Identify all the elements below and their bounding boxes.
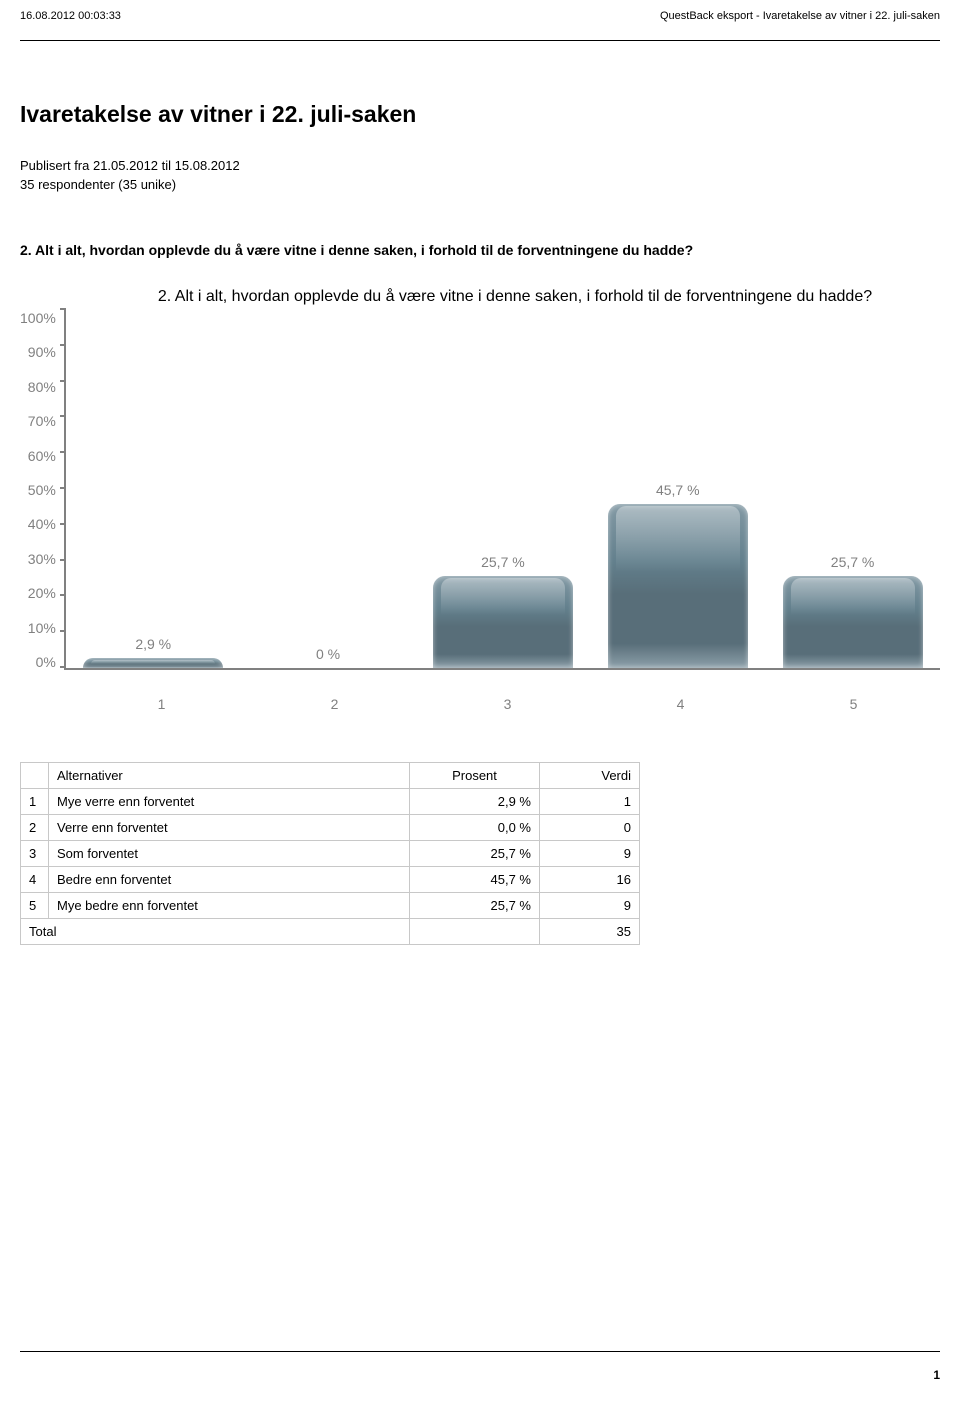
table-row: 3Som forventet25,7 %9 [21, 841, 640, 867]
y-tick-label: 0% [36, 654, 56, 670]
question-text: 2. Alt i alt, hvordan opplevde du å være… [20, 242, 940, 258]
chart-title: 2. Alt i alt, hvordan opplevde du å være… [20, 288, 940, 306]
col-header-prosent: Prosent [410, 763, 540, 789]
table-row: 2Verre enn forventet0,0 %0 [21, 815, 640, 841]
y-tick-label: 50% [28, 482, 56, 498]
table-header-row: Alternativer Prosent Verdi [21, 763, 640, 789]
table-row: 4Bedre enn forventet45,7 %16 [21, 867, 640, 893]
x-tick-label: 3 [421, 696, 594, 712]
bar [433, 576, 573, 668]
x-tick-label: 1 [75, 696, 248, 712]
y-tick [60, 308, 66, 310]
table-total-row: Total 35 [21, 919, 640, 945]
y-tick [60, 594, 66, 596]
table-row: 5Mye bedre enn forventet25,7 %9 [21, 893, 640, 919]
timestamp: 16.08.2012 00:03:33 [20, 10, 121, 22]
published-range: Publisert fra 21.05.2012 til 15.08.2012 [20, 158, 940, 173]
row-label: Som forventet [49, 841, 410, 867]
row-value: 16 [540, 867, 640, 893]
row-value: 9 [540, 893, 640, 919]
row-index: 5 [21, 893, 49, 919]
y-tick [60, 380, 66, 382]
row-value: 9 [540, 841, 640, 867]
x-axis: 12345 [75, 690, 940, 712]
bar-value-label: 25,7 % [481, 554, 525, 570]
y-tick-label: 60% [28, 448, 56, 464]
y-tick-label: 40% [28, 516, 56, 532]
y-tick [60, 559, 66, 561]
y-tick [60, 630, 66, 632]
row-label: Bedre enn forventet [49, 867, 410, 893]
bar [83, 658, 223, 668]
row-label: Mye bedre enn forventet [49, 893, 410, 919]
bar-chart: 2. Alt i alt, hvordan opplevde du å være… [20, 288, 940, 712]
x-tick-label: 4 [594, 696, 767, 712]
bar [608, 504, 748, 668]
export-label: QuestBack eksport - Ivaretakelse av vitn… [660, 10, 940, 22]
x-tick-label: 2 [248, 696, 421, 712]
bar-value-label: 2,9 % [135, 636, 171, 652]
results-table: Alternativer Prosent Verdi 1Mye verre en… [20, 762, 640, 945]
y-tick [60, 523, 66, 525]
total-label: Total [21, 919, 410, 945]
y-tick-label: 80% [28, 379, 56, 395]
row-percent: 0,0 % [410, 815, 540, 841]
row-percent: 45,7 % [410, 867, 540, 893]
y-tick-label: 10% [28, 620, 56, 636]
x-tick-label: 5 [767, 696, 940, 712]
y-tick-label: 70% [28, 413, 56, 429]
y-tick [60, 344, 66, 346]
bar-value-label: 0 % [316, 646, 340, 662]
y-tick [60, 415, 66, 417]
total-pct-blank [410, 919, 540, 945]
row-index: 4 [21, 867, 49, 893]
bar-value-label: 25,7 % [831, 554, 875, 570]
y-tick-label: 20% [28, 585, 56, 601]
y-tick [60, 487, 66, 489]
page-number: 1 [933, 1368, 940, 1382]
y-tick [60, 451, 66, 453]
row-percent: 2,9 % [410, 789, 540, 815]
col-header-blank [21, 763, 49, 789]
table-row: 1Mye verre enn forventet2,9 %1 [21, 789, 640, 815]
footer-rule [20, 1351, 940, 1352]
page-header: 16.08.2012 00:03:33 QuestBack eksport - … [20, 10, 940, 41]
y-tick-label: 90% [28, 344, 56, 360]
page-title: Ivaretakelse av vitner i 22. juli-saken [20, 101, 940, 128]
total-value: 35 [540, 919, 640, 945]
row-percent: 25,7 % [410, 893, 540, 919]
col-header-verdi: Verdi [540, 763, 640, 789]
y-tick-label: 30% [28, 551, 56, 567]
bar [783, 576, 923, 668]
row-index: 3 [21, 841, 49, 867]
row-index: 2 [21, 815, 49, 841]
row-value: 0 [540, 815, 640, 841]
row-index: 1 [21, 789, 49, 815]
row-percent: 25,7 % [410, 841, 540, 867]
row-label: Verre enn forventet [49, 815, 410, 841]
y-tick-label: 100% [20, 310, 56, 326]
row-label: Mye verre enn forventet [49, 789, 410, 815]
y-tick [60, 666, 66, 668]
bar-value-label: 45,7 % [656, 482, 700, 498]
row-value: 1 [540, 789, 640, 815]
col-header-alternativer: Alternativer [49, 763, 410, 789]
y-axis: 100% 90% 80% 70% 60% 50% 40% 30% 20% 10% 0% [20, 310, 64, 670]
plot-area: 2,9 % 0 % 25,7 % 45,7 % 25,7 % [64, 310, 940, 670]
respondent-count: 35 respondenter (35 unike) [20, 177, 940, 192]
